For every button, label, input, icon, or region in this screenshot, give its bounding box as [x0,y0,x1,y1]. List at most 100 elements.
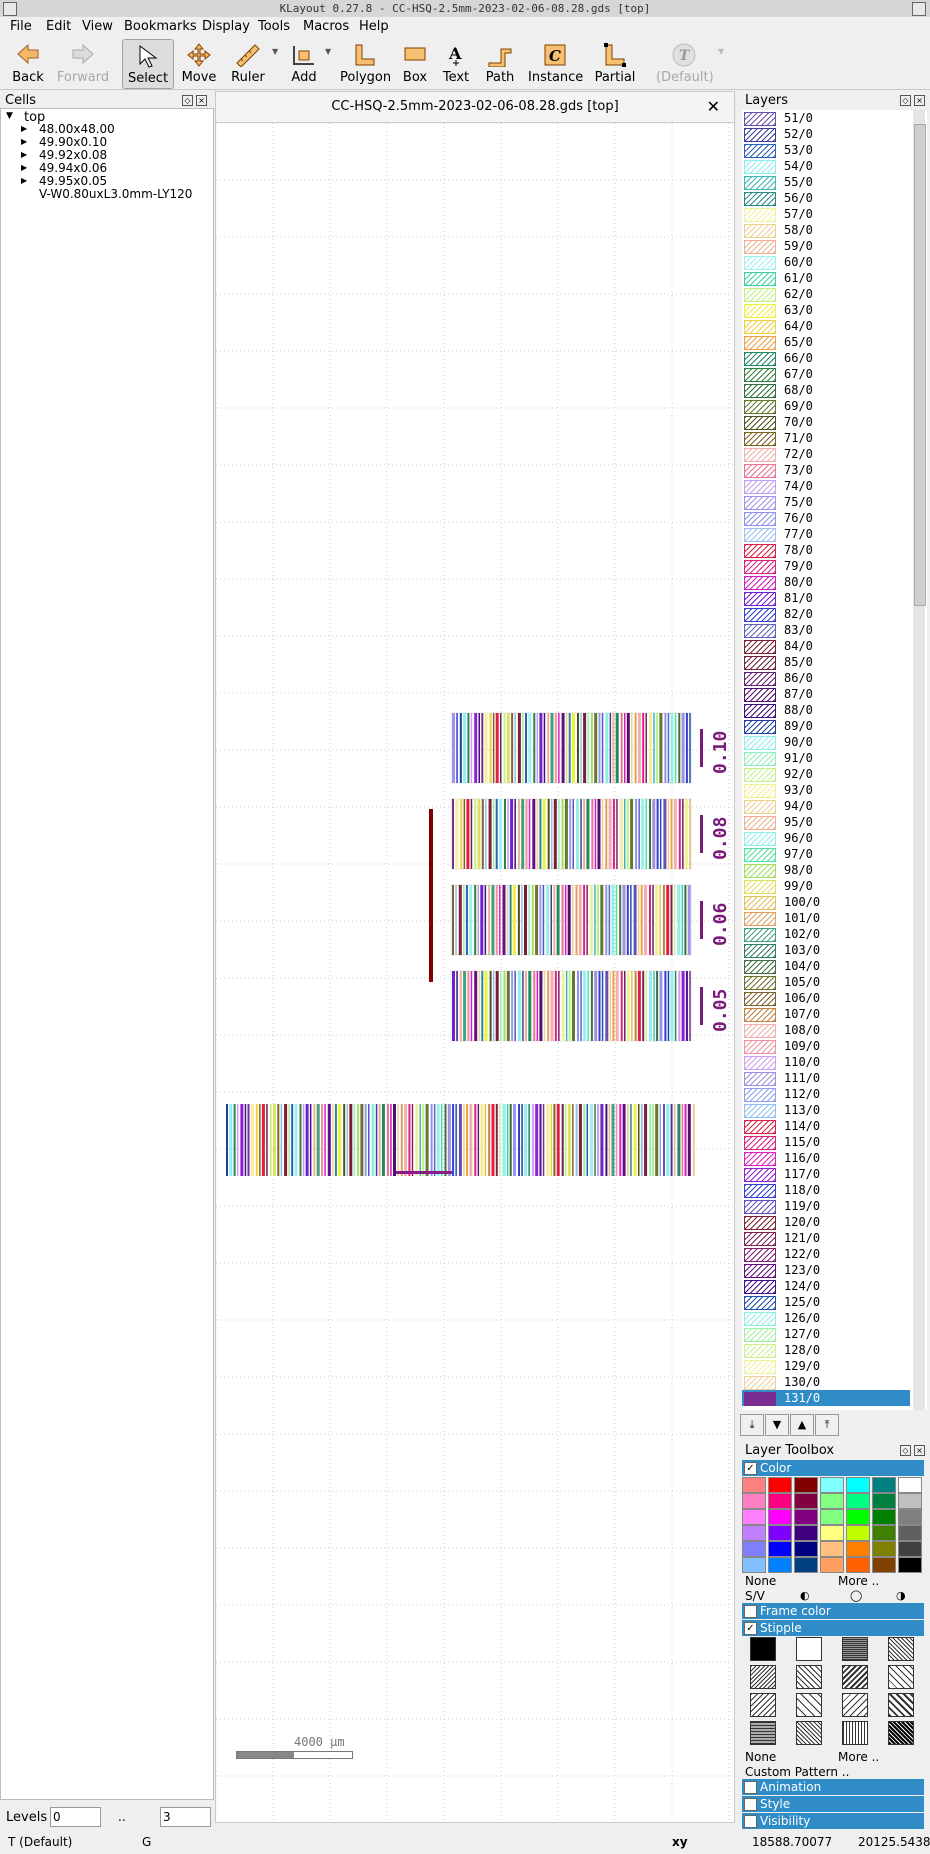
layer-row[interactable]: 108/0 [742,1022,910,1038]
layer-row[interactable]: 96/0 [742,830,910,846]
layer-row[interactable]: 117/0 [742,1166,910,1182]
color-swatch[interactable] [768,1525,792,1541]
layer-row[interactable]: 90/0 [742,734,910,750]
layer-row[interactable]: 115/0 [742,1134,910,1150]
expand-cell-icon[interactable]: ▶ [21,163,28,172]
layer-row[interactable]: 85/0 [742,654,910,670]
layer-row[interactable]: 123/0 [742,1262,910,1278]
color-swatch[interactable] [872,1493,896,1509]
layers-close-icon[interactable]: × [914,95,925,106]
layers-scroll-thumb[interactable] [914,124,926,606]
stipple-grid[interactable] [742,1637,927,1749]
move-layer-top-icon[interactable]: ⤒ [815,1414,839,1436]
layer-row[interactable]: 62/0 [742,286,910,302]
color-swatch[interactable] [742,1477,766,1493]
stipple-header[interactable]: ✓ Stipple [742,1620,924,1636]
layer-row[interactable]: 118/0 [742,1182,910,1198]
color-swatch[interactable] [872,1557,896,1573]
menu-macros[interactable]: Macros [303,19,350,34]
layer-row[interactable]: 78/0 [742,542,910,558]
color-more-button[interactable]: More .. [838,1574,880,1588]
layer-row[interactable]: 61/0 [742,270,910,286]
stipple-pattern[interactable] [888,1721,914,1745]
style-header[interactable]: Style [742,1796,924,1812]
layer-row[interactable]: 106/0 [742,990,910,1006]
window-maximize-button[interactable] [912,2,926,16]
layer-row[interactable]: 79/0 [742,558,910,574]
layer-row[interactable]: 119/0 [742,1198,910,1214]
layer-row[interactable]: 101/0 [742,910,910,926]
layer-row[interactable]: 87/0 [742,686,910,702]
color-swatch[interactable] [742,1557,766,1573]
layer-row[interactable]: 77/0 [742,526,910,542]
cell-item[interactable]: 49.94x0.06 [39,161,108,175]
menu-help[interactable]: Help [359,19,389,34]
stipple-pattern[interactable] [888,1693,914,1717]
visibility-header[interactable]: Visibility [742,1813,924,1829]
color-swatch[interactable] [872,1525,896,1541]
layer-row[interactable]: 109/0 [742,1038,910,1054]
forward-button[interactable]: Forward [56,39,110,87]
layer-row[interactable]: 127/0 [742,1326,910,1342]
layer-row[interactable]: 56/0 [742,190,910,206]
animation-checkbox[interactable] [744,1781,757,1794]
color-swatch[interactable] [846,1509,870,1525]
stipple-pattern[interactable] [842,1637,868,1661]
move-layer-up-icon[interactable]: ▲ [790,1414,814,1436]
menu-bookmarks[interactable]: Bookmarks [124,19,197,34]
layer-row[interactable]: 52/0 [742,126,910,142]
color-swatch[interactable] [794,1541,818,1557]
color-swatch[interactable] [794,1477,818,1493]
layer-row[interactable]: 69/0 [742,398,910,414]
menu-file[interactable]: File [10,19,32,34]
stipple-pattern[interactable] [750,1665,776,1689]
color-swatch[interactable] [768,1557,792,1573]
layer-row[interactable]: 105/0 [742,974,910,990]
stipple-pattern[interactable] [796,1721,822,1745]
stipple-none-button[interactable]: None [745,1750,777,1764]
color-swatch[interactable] [846,1477,870,1493]
layer-row[interactable]: 126/0 [742,1310,910,1326]
cell-item[interactable]: 49.92x0.08 [39,148,108,162]
layer-row[interactable]: 86/0 [742,670,910,686]
color-swatch[interactable] [820,1541,844,1557]
color-swatch[interactable] [820,1477,844,1493]
layer-row[interactable]: 114/0 [742,1118,910,1134]
color-swatch[interactable] [794,1525,818,1541]
instance-button[interactable]: C Instance [528,39,583,87]
stipple-pattern[interactable] [796,1665,822,1689]
darker-icon[interactable]: ◐ [800,1589,810,1602]
stipple-pattern[interactable] [842,1665,868,1689]
color-swatch[interactable] [846,1525,870,1541]
color-palette[interactable] [742,1477,927,1573]
stipple-pattern[interactable] [750,1693,776,1717]
color-swatch[interactable] [820,1509,844,1525]
stipple-checkbox[interactable]: ✓ [744,1622,757,1635]
layer-row[interactable]: 65/0 [742,334,910,350]
layout-view[interactable]: CC-HSQ-2.5mm-2023-02-06-08.28.gds [top] … [215,91,735,1823]
layer-row[interactable]: 74/0 [742,478,910,494]
stipple-pattern[interactable] [888,1637,914,1661]
layer-row[interactable]: 89/0 [742,718,910,734]
back-button[interactable]: Back [6,39,50,87]
color-swatch[interactable] [898,1557,922,1573]
cell-top[interactable]: top [24,110,46,125]
color-swatch[interactable] [768,1509,792,1525]
layer-row[interactable]: 67/0 [742,366,910,382]
cell-item[interactable]: 49.90x0.10 [39,135,108,149]
default-style-button[interactable]: T (Default) [656,39,714,87]
cell-item[interactable]: 49.95x0.05 [39,174,108,188]
add-button[interactable]: Add [284,39,324,87]
layer-row[interactable]: 83/0 [742,622,910,638]
stipple-pattern[interactable] [842,1693,868,1717]
cell-item[interactable]: 48.00x48.00 [39,122,115,136]
neutral-icon[interactable]: ◯ [850,1589,863,1602]
visibility-checkbox[interactable] [744,1815,757,1828]
window-menu-button[interactable] [3,2,17,16]
color-none-button[interactable]: None [745,1574,777,1588]
expand-cell-icon[interactable]: ▶ [21,124,28,133]
layer-row[interactable]: 112/0 [742,1086,910,1102]
layer-row[interactable]: 102/0 [742,926,910,942]
color-swatch[interactable] [898,1525,922,1541]
layer-row[interactable]: 129/0 [742,1358,910,1374]
